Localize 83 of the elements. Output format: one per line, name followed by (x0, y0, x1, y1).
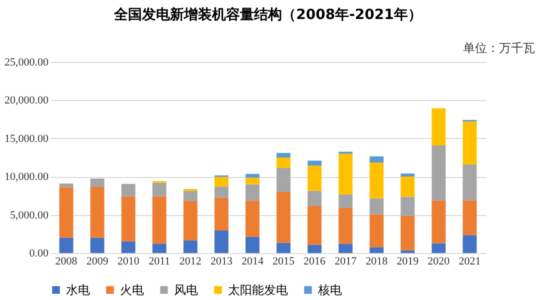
x-tick-label: 2014 (241, 256, 264, 268)
bar (432, 146, 446, 200)
bar (400, 196, 415, 216)
x-tick-label: 2016 (304, 256, 326, 268)
bar (462, 235, 477, 253)
bar (462, 164, 477, 200)
bar (432, 200, 446, 244)
chart-title: 全国发电新增装机容量结构（2008年-2021年） (113, 6, 422, 23)
x-tick-label: 2010 (117, 256, 140, 268)
x-tick-label: 2019 (396, 256, 420, 268)
x-tick-label: 2008 (55, 256, 78, 268)
bar (370, 198, 384, 214)
legend-label: 太阳能发电 (228, 283, 288, 297)
bar (276, 152, 290, 158)
bar (246, 200, 260, 237)
x-tick-label: 2018 (366, 256, 388, 268)
text: 单位：万千瓦 (463, 40, 535, 57)
bar (246, 184, 260, 201)
bar (121, 184, 136, 196)
bar (59, 187, 74, 238)
x-tick-label: 2011 (148, 256, 170, 268)
bar (121, 196, 136, 242)
bar (308, 160, 322, 166)
bar (432, 243, 446, 253)
bar (183, 200, 198, 241)
bar (338, 194, 353, 208)
bar (152, 244, 166, 253)
bar (308, 190, 322, 206)
legend-label: 水电 (66, 283, 90, 297)
bar (308, 244, 322, 253)
bar (276, 168, 290, 192)
y-tick-label: 15,000.00 (4, 132, 49, 145)
bar (121, 241, 136, 253)
bar (400, 250, 415, 253)
bar (214, 230, 228, 253)
bar (462, 200, 477, 236)
bar (214, 186, 228, 198)
bar (183, 240, 198, 253)
x-tick-label: 2015 (272, 256, 296, 268)
bar (338, 208, 353, 244)
legend-label: 火电 (120, 283, 144, 297)
bar (276, 242, 290, 253)
x-tick-label: 2009 (86, 256, 109, 268)
bar (432, 108, 446, 146)
bar (214, 176, 228, 187)
bar (338, 154, 353, 194)
bar (183, 190, 198, 201)
bar (90, 186, 104, 238)
bar (400, 216, 415, 250)
bar (370, 247, 384, 253)
bar (370, 214, 384, 248)
bar (246, 174, 260, 178)
bar (152, 182, 166, 196)
bar (462, 121, 477, 165)
y-tick-label: 5,000.00 (10, 209, 49, 222)
bar (370, 156, 384, 163)
bar (90, 178, 104, 187)
y-tick-label: 20,000.00 (4, 94, 49, 107)
bar (59, 238, 74, 253)
bar (214, 198, 228, 230)
bar (152, 196, 166, 244)
bar (400, 176, 415, 197)
x-tick-label: 2017 (334, 256, 358, 268)
x-tick-label: 2012 (179, 256, 202, 268)
legend-label: 风电 (174, 283, 198, 297)
bar (400, 173, 415, 177)
bar (338, 244, 353, 253)
bar (246, 178, 260, 184)
bar (276, 192, 290, 243)
x-tick-label: 2021 (458, 256, 481, 268)
legend-label: 核电 (317, 283, 342, 297)
x-tick-label: 2020 (428, 256, 450, 268)
bar (308, 166, 322, 191)
y-tick-label: 0.00 (29, 248, 49, 260)
x-tick-label: 2013 (210, 256, 233, 268)
y-tick-label: 10,000.00 (4, 171, 49, 184)
bar (276, 158, 290, 168)
bar (246, 236, 260, 253)
bar (308, 206, 322, 245)
bar (59, 183, 74, 188)
bar (90, 238, 104, 253)
y-tick-label: 25,000.00 (4, 56, 49, 68)
bar (370, 162, 384, 198)
